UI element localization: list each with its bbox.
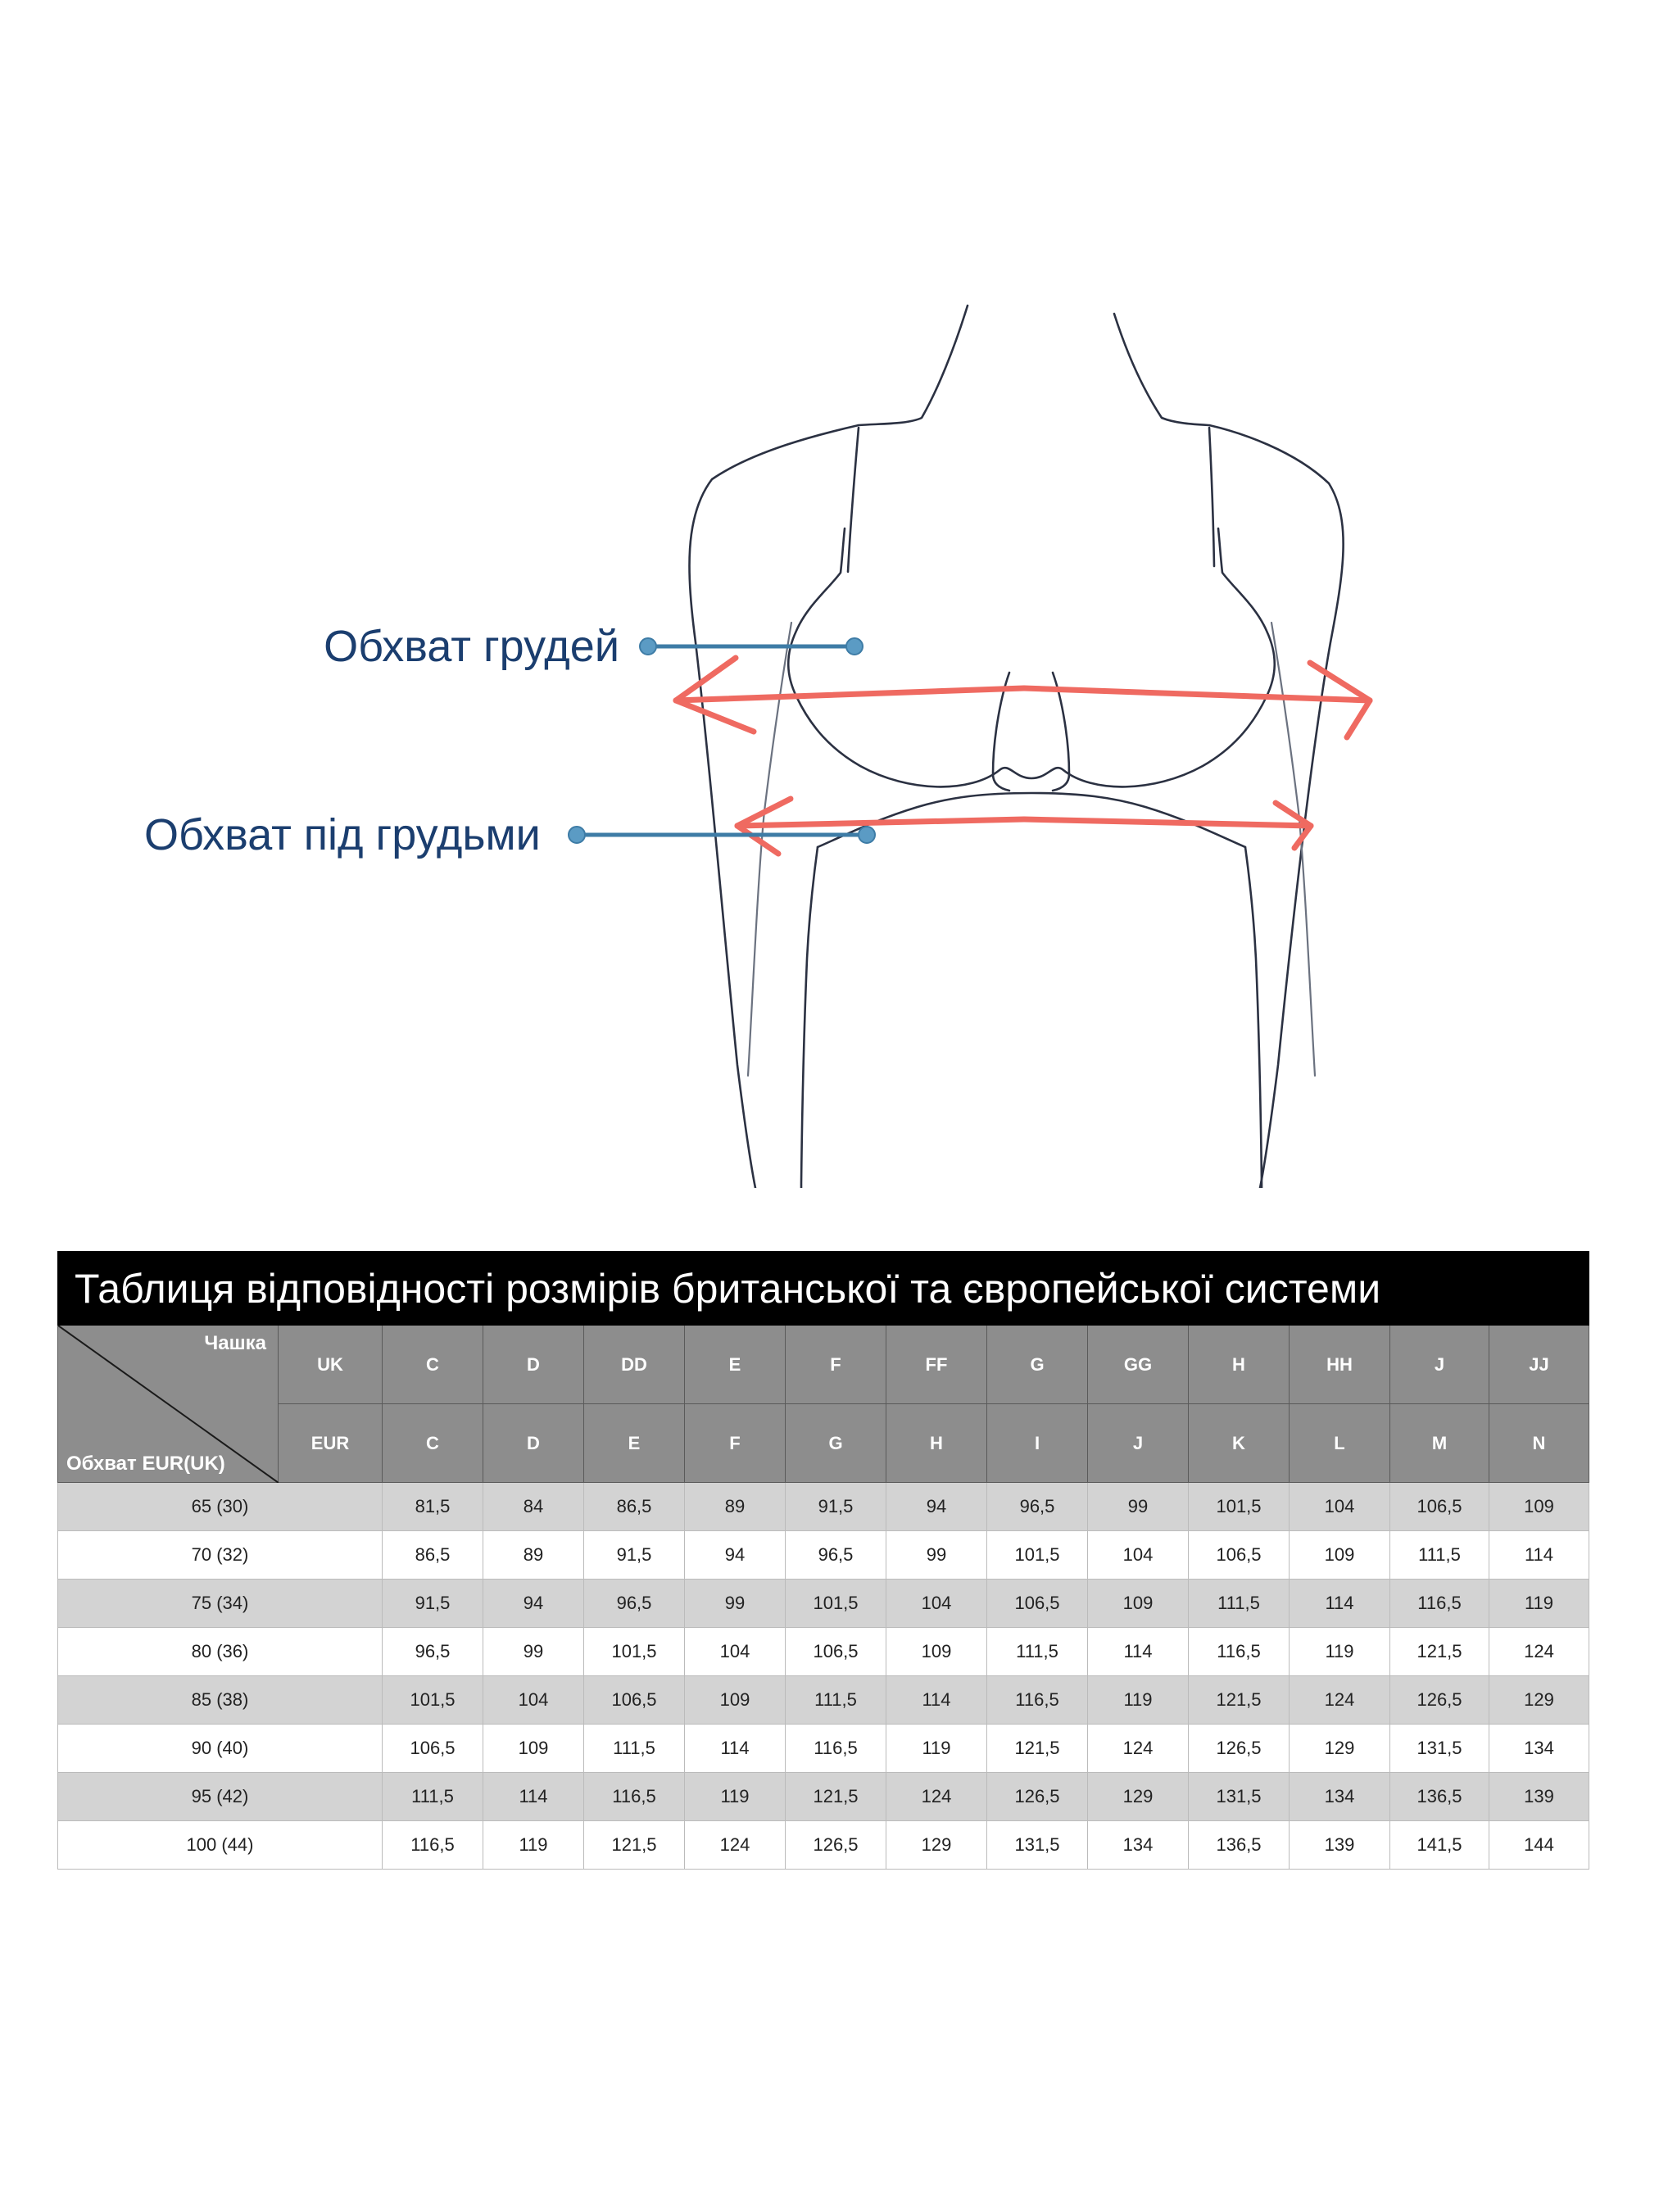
svg-text:Обхват під грудьми: Обхват під грудьми (144, 810, 541, 859)
svg-text:Обхват грудей: Обхват грудей (324, 622, 619, 671)
